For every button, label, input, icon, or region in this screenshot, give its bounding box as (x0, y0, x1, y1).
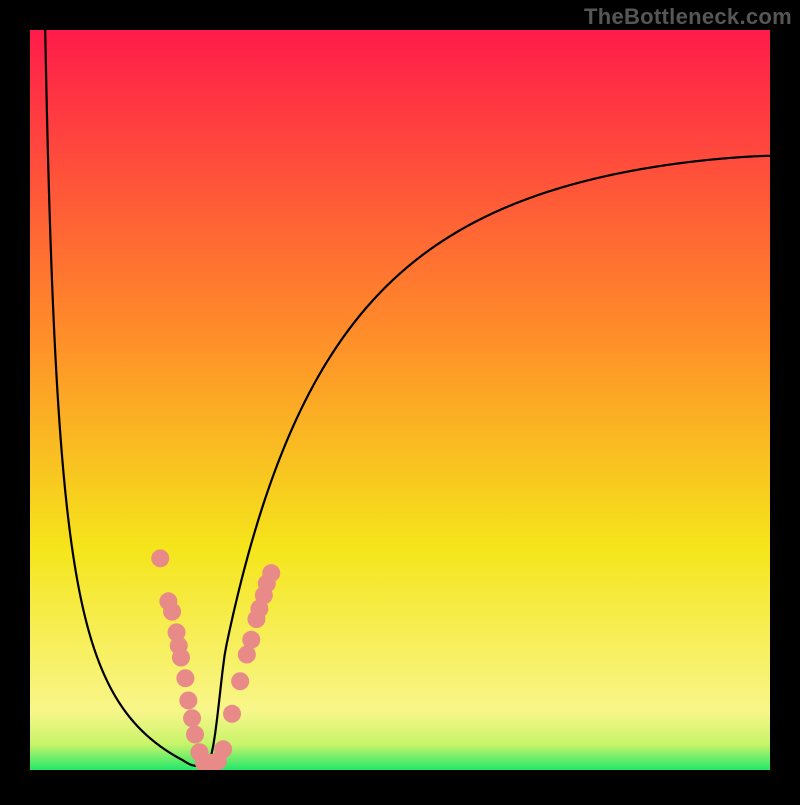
gradient-background (30, 30, 770, 770)
chart-svg (0, 0, 800, 800)
data-dot (214, 740, 232, 758)
data-dot (179, 691, 197, 709)
data-dot (183, 709, 201, 727)
data-dot (247, 610, 265, 628)
data-dot (231, 672, 249, 690)
data-dot (176, 669, 194, 687)
data-dot (172, 649, 190, 667)
data-dot (238, 646, 256, 664)
chart-root: TheBottleneck.com (0, 0, 800, 800)
data-dot (151, 549, 169, 567)
data-dot (258, 575, 276, 593)
data-dot (163, 603, 181, 621)
data-dot (186, 725, 204, 743)
data-dot (223, 705, 241, 723)
